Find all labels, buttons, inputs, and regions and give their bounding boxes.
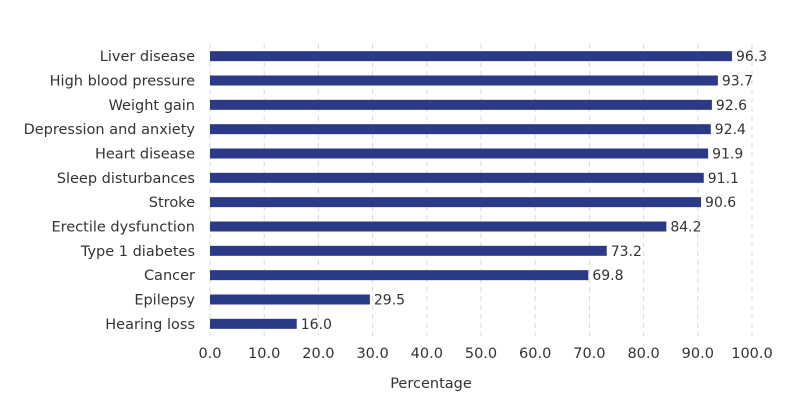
- value-label: 91.9: [712, 147, 743, 163]
- x-tick-label: 10.0: [248, 346, 280, 362]
- x-tick-label: 90.0: [682, 346, 714, 362]
- bar: [210, 172, 704, 183]
- category-label: Cancer: [144, 268, 195, 284]
- bar: [210, 124, 711, 135]
- bar: [210, 245, 607, 256]
- value-label: 92.6: [716, 98, 747, 114]
- bars: [210, 51, 732, 329]
- bar: [210, 318, 297, 329]
- x-tick-label: 40.0: [411, 346, 443, 362]
- category-label: Type 1 diabetes: [80, 244, 195, 260]
- value-label: 73.2: [611, 244, 642, 260]
- category-label: Depression and anxiety: [24, 122, 196, 138]
- value-label: 16.0: [301, 317, 332, 333]
- bar: [210, 99, 712, 110]
- x-axis-ticks: 0.0 10.0 20.0 30.0 40.0 50.0 60.0 70.0 80.0 90.0 1…: [198, 346, 772, 362]
- value-label: 69.8: [592, 268, 623, 284]
- category-label: Erectile dysfunction: [51, 220, 195, 236]
- value-label: 96.3: [736, 49, 767, 65]
- x-tick-label: 100.0: [731, 346, 773, 362]
- bar: [210, 294, 370, 305]
- value-labels: 96.3 93.7 92.6 92.4 91.9 91.1 90.684.2 73.2 69.8…: [301, 49, 767, 333]
- category-label: Hearing loss: [105, 317, 195, 333]
- value-label: 84.2: [670, 220, 701, 236]
- bar: [210, 75, 718, 86]
- x-tick-label: 20.0: [302, 346, 334, 362]
- x-tick-label: 80.0: [627, 346, 659, 362]
- x-tick-label: 50.0: [465, 346, 497, 362]
- gridlines: [209, 44, 753, 336]
- x-axis-title: Percentage: [390, 376, 472, 392]
- bar: [210, 51, 732, 62]
- bar: [210, 270, 589, 281]
- value-label: 93.7: [722, 74, 753, 90]
- x-tick-label: 0.0: [198, 346, 221, 362]
- x-tick-label: 30.0: [356, 346, 388, 362]
- category-label: Epilepsy: [134, 293, 195, 309]
- category-label: Sleep disturbances: [57, 171, 195, 187]
- bar: [210, 221, 667, 232]
- bar: [210, 148, 709, 159]
- category-label: Weight gain: [109, 98, 195, 114]
- x-tick-label: 70.0: [573, 346, 605, 362]
- value-label: 91.1: [708, 171, 739, 187]
- category-label: Liver disease: [100, 49, 195, 65]
- value-label: 29.5: [374, 293, 405, 309]
- category-label: High blood pressure: [50, 74, 195, 90]
- category-labels: Liver disease High blood pressure Weight g…: [24, 49, 196, 333]
- value-label: 90.6: [705, 195, 736, 211]
- value-label: 92.4: [715, 122, 746, 138]
- bar: [210, 197, 702, 208]
- category-label: Stroke: [149, 195, 195, 211]
- category-label: Heart disease: [95, 147, 195, 163]
- x-tick-label: 60.0: [519, 346, 551, 362]
